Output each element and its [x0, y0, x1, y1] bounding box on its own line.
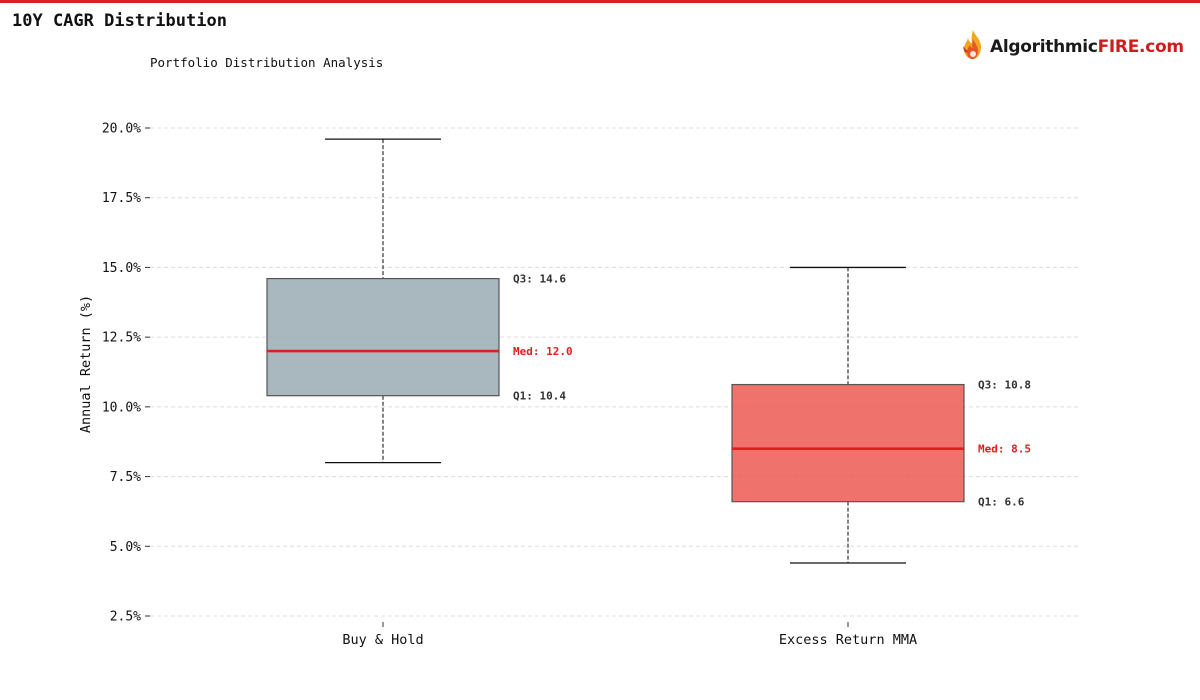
y-tick-label: 17.5%	[102, 191, 141, 206]
x-tick-label: Excess Return MMA	[779, 632, 917, 648]
y-tick-label: 2.5%	[110, 610, 141, 625]
brand-name-part2: FIRE.com	[1097, 37, 1184, 57]
brand-name-part1: Algorithmic	[990, 37, 1098, 57]
y-tick-label: 12.5%	[102, 331, 141, 346]
median-label: Med: 8.5	[978, 443, 1031, 456]
top-accent-rule	[0, 0, 1200, 3]
chart-subtitle: Portfolio Distribution Analysis	[150, 55, 384, 70]
q1-label: Q1: 10.4	[513, 390, 566, 403]
x-tick-label: Buy & Hold	[342, 632, 423, 648]
q3-label: Q3: 10.8	[978, 379, 1031, 392]
page-title: 10Y CAGR Distribution	[12, 11, 227, 31]
box-1	[266, 277, 500, 397]
box-2	[731, 383, 965, 503]
y-tick-label: 5.0%	[110, 540, 141, 555]
median-label: Med: 12.0	[513, 345, 573, 358]
y-tick-label: 20.0%	[102, 122, 141, 137]
y-tick-label: 10.0%	[102, 400, 141, 415]
y-tick-label: 15.0%	[102, 261, 141, 276]
q1-label: Q1: 6.6	[978, 496, 1025, 509]
q3-label: Q3: 14.6	[513, 273, 566, 286]
y-axis-label: Annual Return (%)	[78, 295, 94, 433]
brand-name: AlgorithmicFIRE.com	[990, 37, 1184, 57]
flame-logo-icon	[960, 29, 986, 65]
y-tick-label: 7.5%	[110, 470, 141, 485]
brand-logo[interactable]: AlgorithmicFIRE.com	[960, 30, 1184, 64]
